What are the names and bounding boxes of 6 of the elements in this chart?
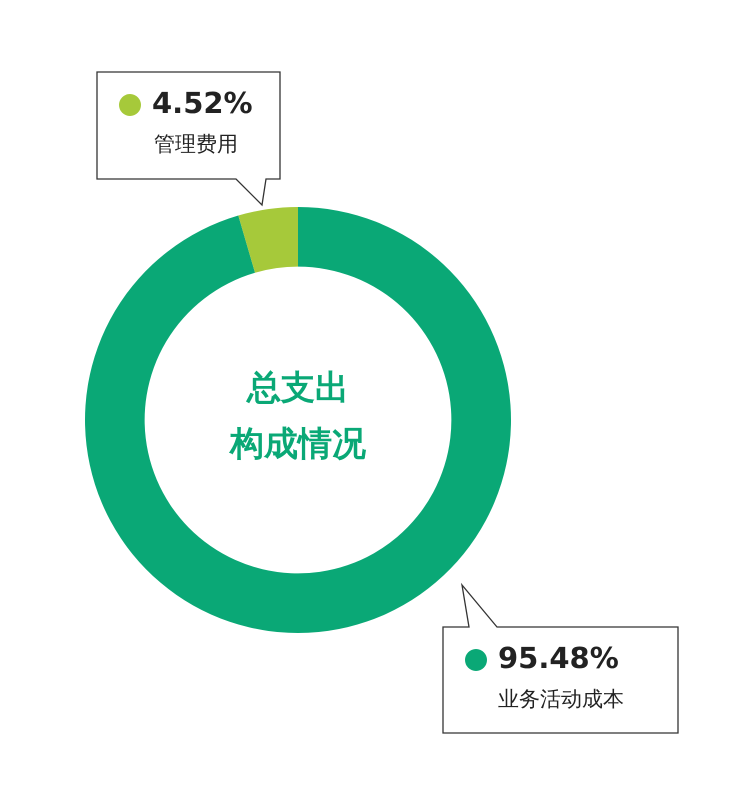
slice-label: 管理费用 [154, 131, 238, 158]
text: 总支出 [245, 367, 350, 410]
data-label: 95.48% [498, 641, 619, 675]
text: 构成情况 [228, 423, 367, 466]
data-label: 4.52% [152, 86, 253, 120]
slice-label: 业务活动成本 [498, 686, 624, 713]
